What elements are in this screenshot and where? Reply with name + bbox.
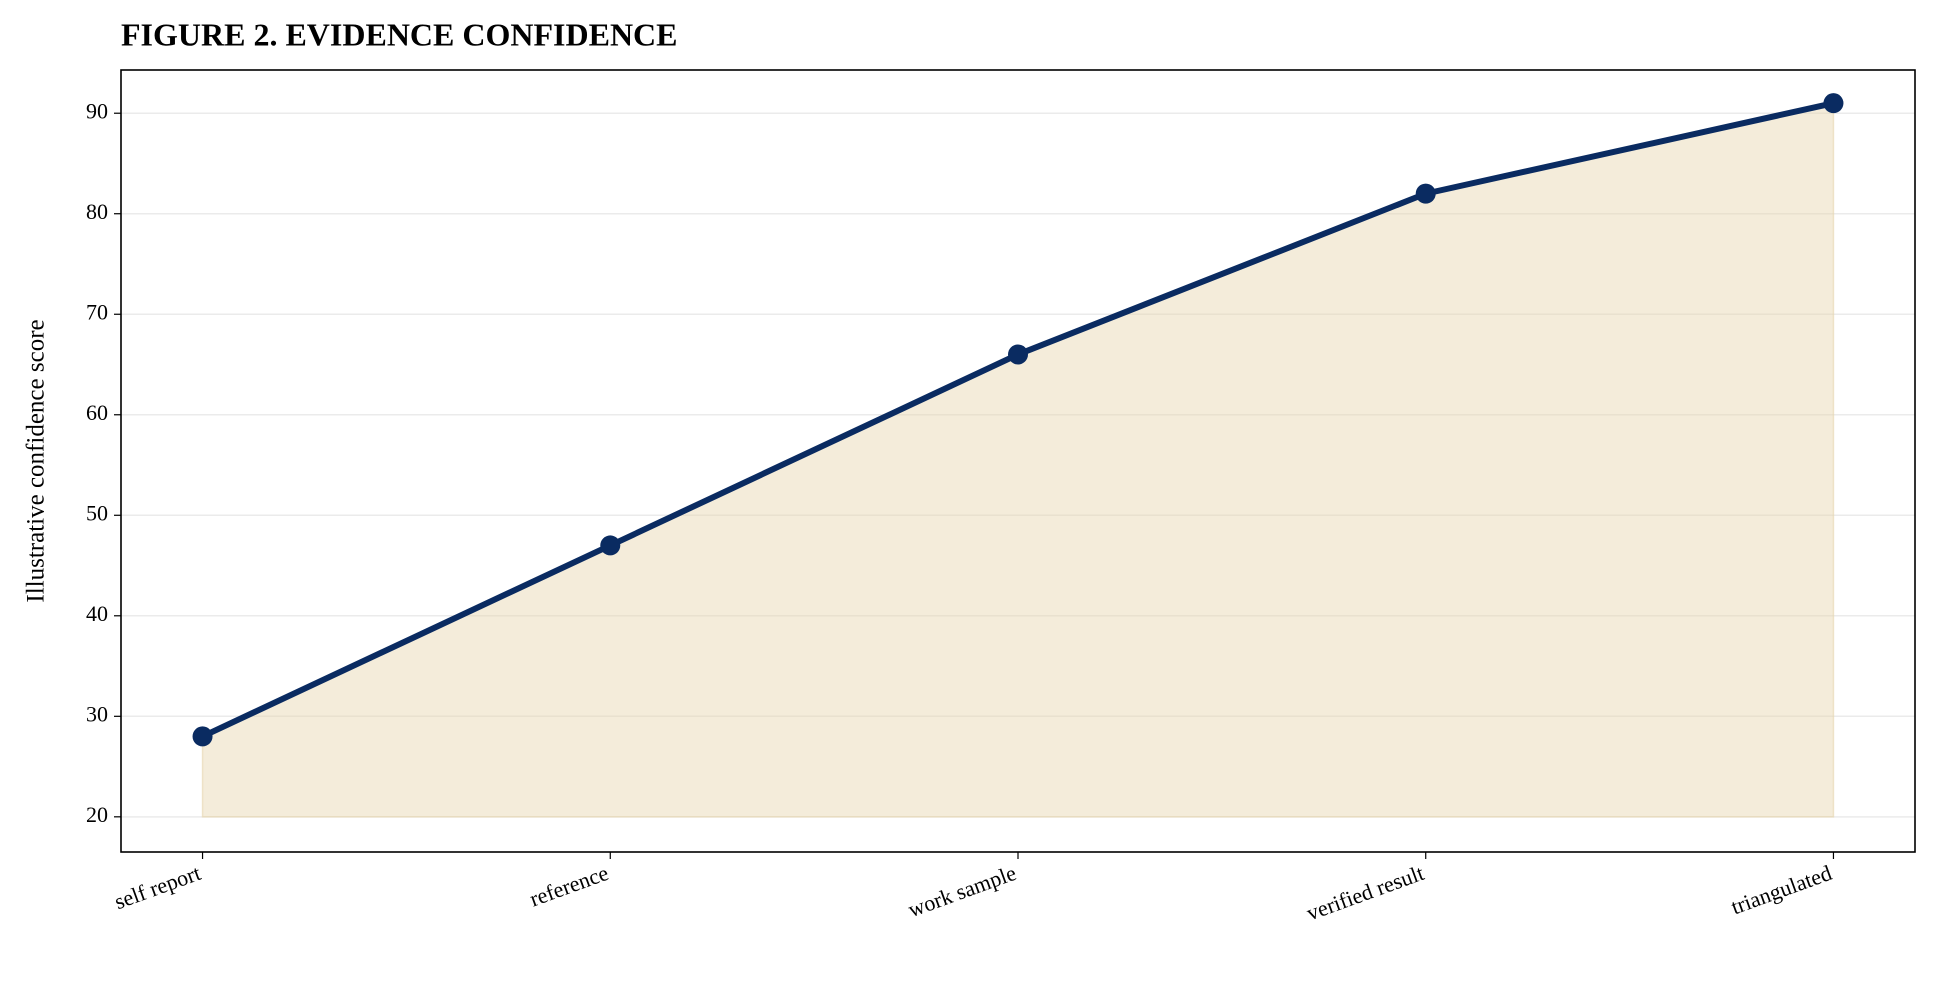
y-axis-label: Illustrative confidence score — [23, 319, 50, 602]
marker — [1008, 344, 1028, 365]
area — [201, 102, 1835, 818]
marker — [1415, 183, 1436, 204]
marker — [1823, 93, 1844, 114]
x-tick-label: work sample — [905, 860, 1020, 922]
y-tick-label: 50 — [86, 500, 108, 525]
x-tick-label: triangulated — [1728, 860, 1835, 919]
y-tick-label: 40 — [86, 601, 108, 626]
chart-title: FIGURE 2. EVIDENCE CONFIDENCE — [121, 16, 678, 52]
y-tick-label: 90 — [86, 98, 108, 123]
y-tick-label: 30 — [86, 701, 108, 726]
marker — [192, 726, 213, 747]
y-tick-label: 60 — [86, 400, 108, 425]
x-tick-label: reference — [526, 860, 611, 911]
marker — [600, 535, 621, 556]
plot-frame — [120, 69, 1916, 853]
x-tick-label: verified result — [1303, 860, 1427, 925]
x-tick-label: self report — [111, 860, 204, 914]
y-tick-label: 70 — [86, 299, 108, 324]
y-tick-label: 80 — [86, 199, 108, 224]
y-tick-label: 20 — [86, 802, 108, 827]
